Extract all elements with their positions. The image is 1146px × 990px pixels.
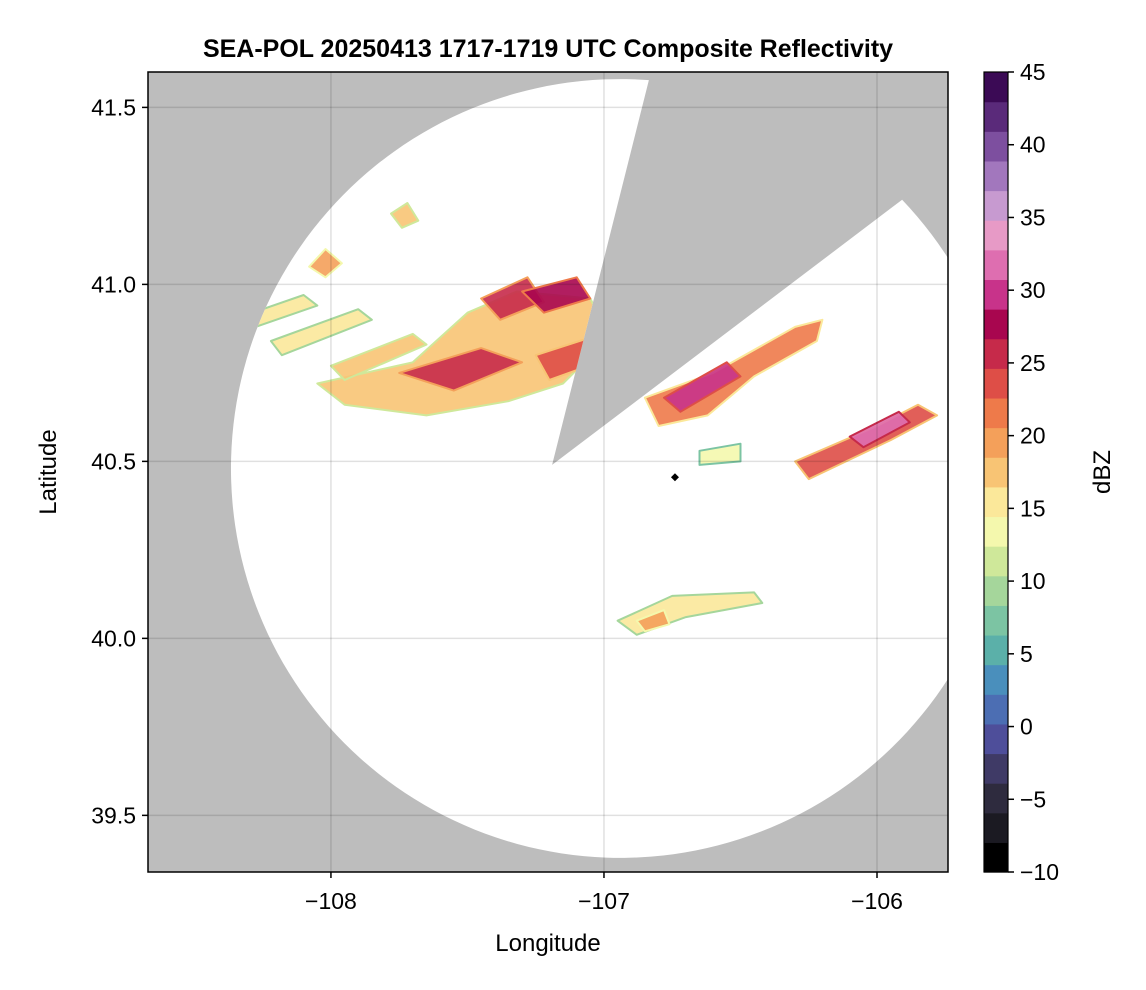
- colorbar-swatch: [984, 664, 1008, 695]
- grid-lines: [148, 72, 948, 872]
- plot-area: [148, 72, 948, 872]
- colorbar-ticks: −10 −5 0 5 10 15 20 25 30 35 40 45: [1008, 59, 1059, 885]
- colorbar-swatch: [984, 220, 1008, 251]
- x-tick-label: −107: [578, 888, 630, 914]
- colorbar-tick-label: 40: [1020, 132, 1046, 158]
- colorbar-tick-label: 25: [1020, 350, 1046, 376]
- echo-northwest-core-4: [521, 276, 592, 314]
- colorbar-swatch: [984, 397, 1008, 429]
- echo-south-core: [635, 609, 671, 633]
- colorbar-swatch: [984, 309, 1008, 340]
- colorbar-tick-label: 35: [1020, 204, 1046, 230]
- y-tick-label: 40.5: [91, 448, 136, 474]
- colorbar-swatch: [984, 723, 1008, 755]
- echo-east-band-north-core: [663, 361, 742, 413]
- colorbar-swatch: [984, 842, 1008, 873]
- colorbar-tick-label: 30: [1020, 277, 1046, 303]
- chart-title: SEA-POL 20250413 1717-1719 UTC Composite…: [203, 35, 893, 63]
- colorbar-swatch: [984, 368, 1008, 399]
- colorbar-swatch: [984, 131, 1008, 162]
- colorbar-swatch: [984, 783, 1008, 814]
- radar-site-marker: [670, 473, 679, 482]
- colorbar-frame: [983, 71, 1009, 873]
- y-tick-label: 39.5: [91, 802, 136, 828]
- colorbar-tick-label: 20: [1020, 423, 1046, 449]
- echo-east-small-cells: [698, 442, 742, 466]
- reflectivity-echoes: [230, 202, 939, 636]
- radar-coverage-area: [230, 79, 948, 858]
- colorbar-swatch: [984, 753, 1008, 784]
- echo-west-streak-3: [329, 332, 428, 381]
- colorbar-tick-label: −5: [1020, 786, 1046, 812]
- plot-frame: [147, 71, 949, 873]
- colorbar-tick-label: −10: [1020, 859, 1059, 885]
- x-axis-ticks: −108 −107 −106: [305, 872, 903, 914]
- colorbar-swatch: [984, 694, 1008, 725]
- echo-northwest-core-1: [398, 347, 524, 392]
- echo-northwest-cells-2: [390, 202, 420, 229]
- colorbar-swatch: [984, 190, 1008, 221]
- y-tick-label: 41.5: [91, 94, 136, 120]
- colorbar-swatch: [984, 72, 1008, 103]
- echo-west-streak-2: [269, 308, 373, 357]
- y-tick-label: 41.0: [91, 271, 136, 297]
- colorbar-swatch: [984, 575, 1008, 606]
- colorbar-tick-label: 15: [1020, 495, 1046, 521]
- x-tick-label: −106: [851, 888, 903, 914]
- colorbar-swatch: [984, 605, 1008, 636]
- x-tick-label: −108: [305, 888, 357, 914]
- x-axis-label: Longitude: [495, 930, 600, 957]
- y-axis-label: Latitude: [35, 429, 62, 514]
- colorbar-tick-label: 45: [1020, 59, 1046, 85]
- colorbar-swatch: [984, 338, 1008, 369]
- colorbar-swatch: [984, 427, 1008, 458]
- colorbar-tick-label: 10: [1020, 568, 1046, 594]
- colorbar: [983, 71, 1009, 873]
- colorbar-tick-label: 0: [1020, 714, 1033, 740]
- colorbar-swatch: [984, 812, 1008, 843]
- colorbar-swatch: [984, 279, 1008, 310]
- y-axis-ticks: 39.5 40.0 40.5 41.0 41.5: [91, 94, 148, 828]
- colorbar-swatch: [984, 486, 1008, 518]
- colorbar-swatch: [984, 160, 1008, 192]
- echo-northwest-cells: [308, 248, 343, 279]
- colorbar-swatch: [984, 634, 1008, 666]
- colorbar-swatch: [984, 249, 1008, 281]
- colorbar-tick-label: 5: [1020, 641, 1033, 667]
- colorbar-swatch: [984, 457, 1008, 488]
- colorbar-swatch: [984, 516, 1008, 547]
- colorbar-swatch: [984, 546, 1008, 577]
- y-tick-label: 40.0: [91, 625, 136, 651]
- colorbar-label: dBZ: [1089, 450, 1116, 494]
- colorbar-swatch: [984, 101, 1008, 132]
- echo-east-streak-south-core: [848, 410, 911, 449]
